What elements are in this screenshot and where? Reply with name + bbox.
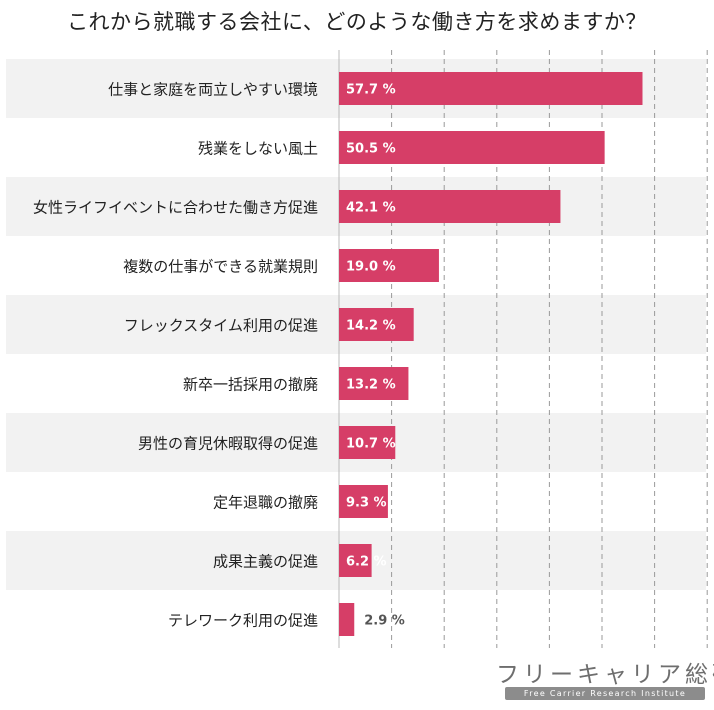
value-label: 10.7 % (346, 437, 396, 452)
category-label: 仕事と家庭を両立しやすい環境 (108, 81, 318, 99)
bar (339, 190, 561, 223)
bar (339, 249, 439, 282)
value-label: 50.5 % (346, 142, 396, 157)
value-label: 9.3 % (346, 496, 387, 511)
value-label: 42.1 % (346, 201, 396, 216)
category-label: 成果主義の促進 (213, 553, 318, 571)
value-label: 2.9 % (364, 614, 405, 629)
bar (339, 308, 414, 341)
bar (339, 485, 388, 518)
category-label: 残業をしない風土 (198, 140, 318, 158)
bar (339, 131, 605, 164)
chart-title: これから就職する会社に、どのような働き方を求めますか？ (67, 10, 647, 34)
value-label: 6.2 % (346, 555, 387, 570)
category-label: 複数の仕事ができる就業規則 (123, 258, 318, 276)
value-label: 57.7 % (346, 83, 396, 98)
bar (339, 544, 372, 577)
category-label: 新卒一括採用の撤廃 (183, 376, 318, 394)
category-label: 定年退職の撤廃 (213, 494, 318, 512)
value-label: 19.0 % (346, 260, 396, 275)
bar (339, 603, 355, 636)
logo-tagline: Free Carrier Research Institute (505, 687, 705, 700)
bar (339, 72, 643, 105)
logo-text: フリーキャリア総研 (496, 662, 714, 688)
bar (339, 367, 409, 400)
value-label: 14.2 % (346, 319, 396, 334)
category-label: 男性の育児休暇取得の促進 (138, 435, 318, 453)
category-label: フレックスタイム利用の促進 (124, 317, 318, 335)
bar (339, 426, 396, 459)
category-label: 女性ライフイベントに合わせた働き方促進 (33, 199, 318, 217)
value-label: 13.2 % (346, 378, 396, 393)
category-label: テレワーク利用の促進 (168, 612, 318, 630)
